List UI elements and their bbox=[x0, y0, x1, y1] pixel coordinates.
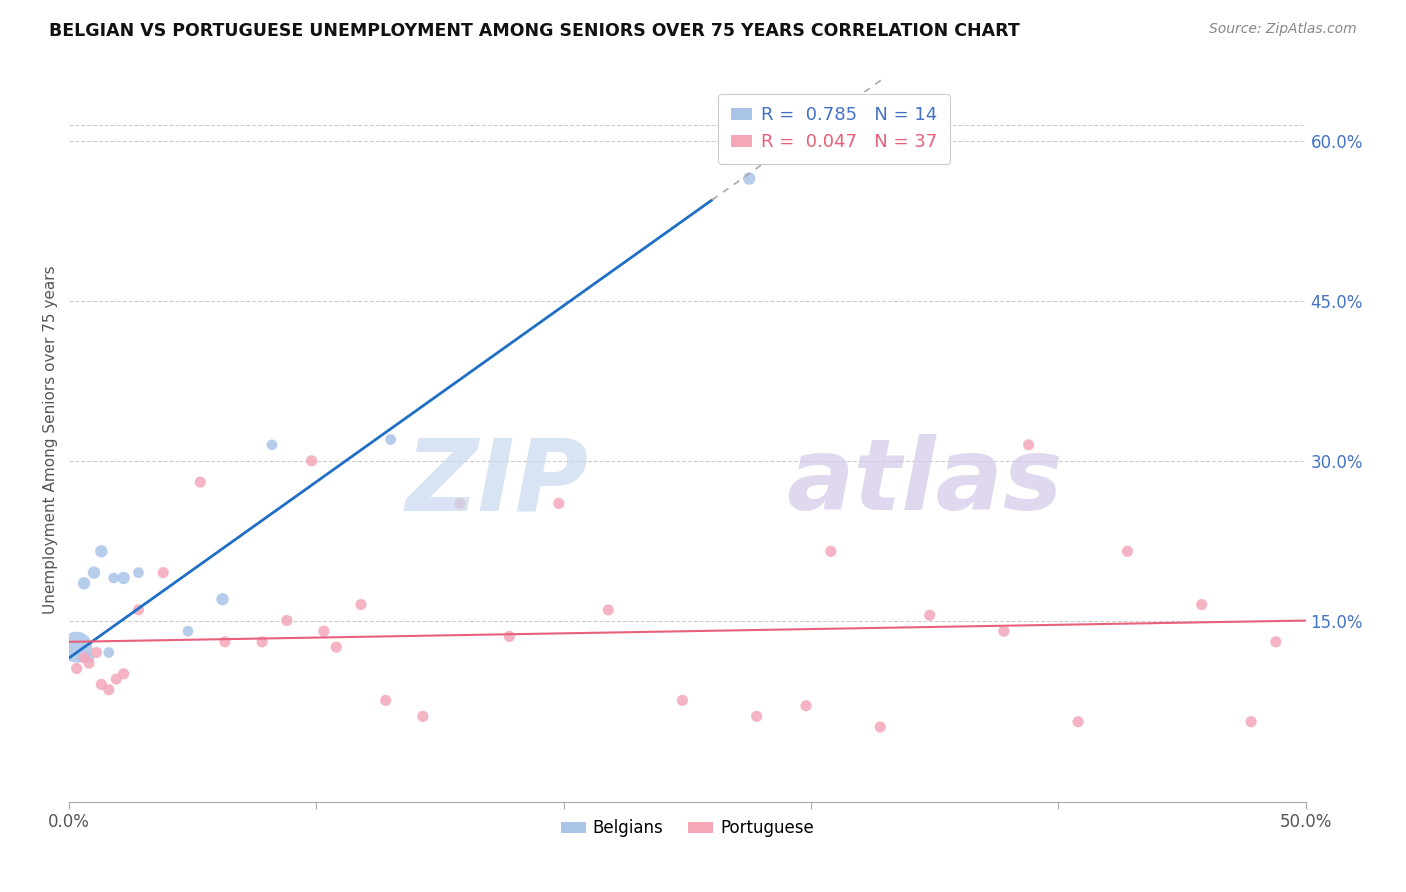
Point bbox=[738, 171, 761, 186]
Point bbox=[127, 603, 149, 617]
Point bbox=[97, 682, 120, 697]
Point bbox=[449, 496, 471, 510]
Point bbox=[103, 571, 125, 585]
Point bbox=[1264, 635, 1286, 649]
Point bbox=[1116, 544, 1139, 558]
Point bbox=[598, 603, 620, 617]
Point bbox=[1191, 598, 1213, 612]
Point bbox=[993, 624, 1015, 639]
Point bbox=[350, 598, 373, 612]
Point bbox=[276, 614, 298, 628]
Legend: Belgians, Portuguese: Belgians, Portuguese bbox=[554, 813, 821, 844]
Point bbox=[152, 566, 174, 580]
Point bbox=[301, 454, 323, 468]
Text: ZIP: ZIP bbox=[405, 434, 589, 532]
Point bbox=[127, 566, 149, 580]
Point bbox=[73, 576, 96, 591]
Text: BELGIAN VS PORTUGUESE UNEMPLOYMENT AMONG SENIORS OVER 75 YEARS CORRELATION CHART: BELGIAN VS PORTUGUESE UNEMPLOYMENT AMONG… bbox=[49, 22, 1019, 40]
Point bbox=[97, 645, 120, 659]
Point bbox=[66, 661, 89, 675]
Point bbox=[312, 624, 335, 639]
Point bbox=[412, 709, 434, 723]
Point bbox=[325, 640, 347, 655]
Point bbox=[374, 693, 396, 707]
Text: Source: ZipAtlas.com: Source: ZipAtlas.com bbox=[1209, 22, 1357, 37]
Point bbox=[66, 640, 89, 655]
Point bbox=[498, 630, 520, 644]
Point bbox=[77, 656, 100, 670]
Point bbox=[90, 544, 112, 558]
Point bbox=[869, 720, 891, 734]
Text: atlas: atlas bbox=[786, 434, 1063, 532]
Point bbox=[77, 650, 100, 665]
Point bbox=[86, 645, 108, 659]
Point bbox=[380, 433, 402, 447]
Y-axis label: Unemployment Among Seniors over 75 years: Unemployment Among Seniors over 75 years bbox=[44, 265, 58, 614]
Point bbox=[73, 650, 96, 665]
Point bbox=[112, 571, 135, 585]
Point bbox=[112, 666, 135, 681]
Point bbox=[214, 635, 236, 649]
Point bbox=[105, 672, 128, 686]
Point bbox=[1018, 438, 1040, 452]
Point bbox=[745, 709, 768, 723]
Point bbox=[794, 698, 817, 713]
Point bbox=[250, 635, 273, 649]
Point bbox=[90, 677, 112, 691]
Point bbox=[918, 608, 941, 623]
Point bbox=[547, 496, 569, 510]
Point bbox=[177, 624, 200, 639]
Point bbox=[211, 592, 233, 607]
Point bbox=[820, 544, 842, 558]
Point bbox=[260, 438, 283, 452]
Point bbox=[671, 693, 693, 707]
Point bbox=[1240, 714, 1263, 729]
Point bbox=[1067, 714, 1090, 729]
Point bbox=[83, 566, 105, 580]
Point bbox=[188, 475, 211, 489]
